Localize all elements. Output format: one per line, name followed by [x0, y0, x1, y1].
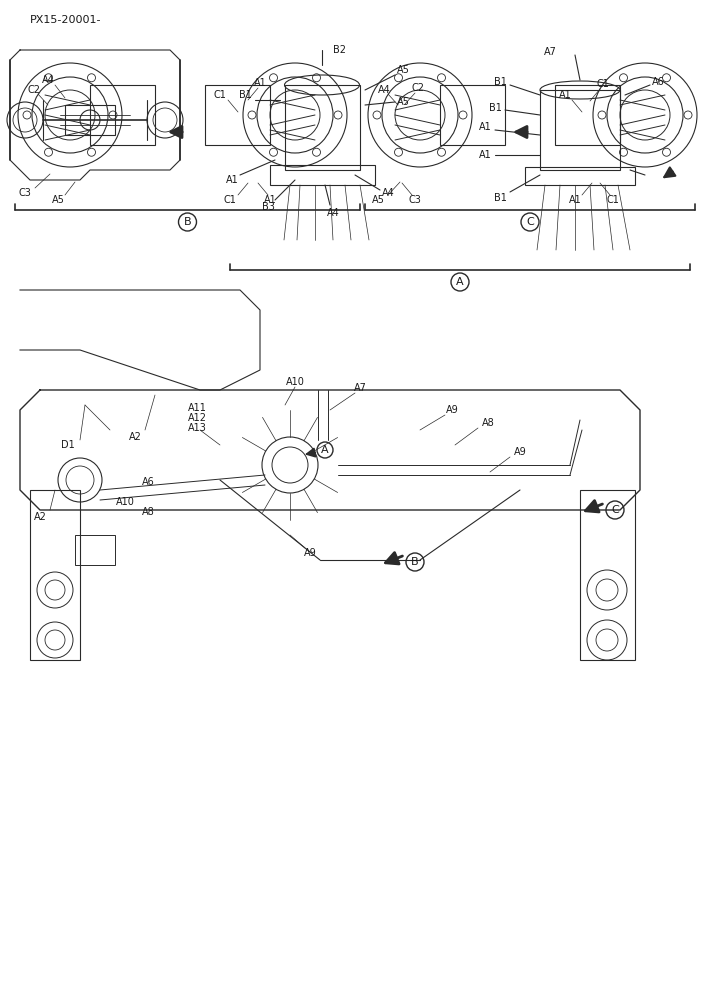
Bar — [90, 85, 155, 145]
Text: A: A — [456, 277, 464, 287]
Text: A8: A8 — [142, 507, 154, 517]
Text: A4: A4 — [327, 208, 339, 218]
Text: A6: A6 — [142, 477, 154, 487]
Text: B1: B1 — [239, 90, 251, 100]
Text: A7: A7 — [353, 383, 367, 393]
Text: C1: C1 — [607, 195, 620, 205]
Text: C3: C3 — [408, 195, 422, 205]
Text: A10: A10 — [286, 377, 304, 387]
Bar — [440, 85, 505, 145]
Text: A1: A1 — [559, 90, 572, 100]
Text: A1: A1 — [263, 195, 277, 205]
Text: C2: C2 — [412, 83, 425, 93]
Text: A5: A5 — [51, 195, 65, 205]
Text: B3: B3 — [262, 202, 275, 212]
Bar — [555, 85, 620, 145]
Text: C2: C2 — [28, 85, 41, 95]
Text: A2: A2 — [34, 512, 46, 522]
Text: PX15-20001-: PX15-20001- — [30, 15, 101, 25]
Text: A6: A6 — [652, 77, 665, 87]
Text: C1: C1 — [224, 195, 237, 205]
Text: B1: B1 — [494, 193, 506, 203]
Text: A4: A4 — [42, 75, 54, 85]
Text: C3: C3 — [18, 188, 32, 198]
Text: A2: A2 — [129, 432, 142, 442]
Text: C: C — [526, 217, 534, 227]
Text: A1: A1 — [569, 195, 582, 205]
Bar — [75, 535, 115, 565]
Text: A5: A5 — [396, 97, 410, 107]
Text: A1: A1 — [225, 175, 239, 185]
Bar — [270, 165, 375, 185]
Bar — [30, 490, 80, 660]
Text: D1: D1 — [61, 440, 75, 450]
Text: A9: A9 — [446, 405, 458, 415]
Text: C: C — [611, 505, 619, 515]
Bar — [285, 85, 360, 170]
Text: A11: A11 — [188, 403, 207, 413]
Text: A12: A12 — [188, 413, 207, 423]
Text: A5: A5 — [372, 195, 384, 205]
Bar — [580, 490, 635, 660]
Text: A9: A9 — [514, 447, 527, 457]
Text: A13: A13 — [188, 423, 207, 433]
Text: A10: A10 — [115, 497, 134, 507]
Text: A9: A9 — [303, 548, 316, 558]
Text: C1: C1 — [213, 90, 227, 100]
Text: A4: A4 — [382, 188, 394, 198]
Text: B1: B1 — [494, 77, 506, 87]
Text: B1: B1 — [489, 103, 501, 113]
Text: A7: A7 — [543, 47, 556, 57]
Text: B2: B2 — [334, 45, 346, 55]
Text: A8: A8 — [482, 418, 494, 428]
Bar — [540, 90, 620, 170]
Bar — [65, 105, 115, 135]
Bar — [525, 167, 635, 185]
Text: A1: A1 — [479, 122, 491, 132]
Text: A1: A1 — [479, 150, 491, 160]
Text: A1: A1 — [253, 78, 266, 88]
Text: A: A — [321, 445, 329, 455]
Text: A5: A5 — [396, 65, 410, 75]
Text: C1: C1 — [596, 79, 610, 89]
Text: B: B — [411, 557, 419, 567]
Text: B: B — [184, 217, 191, 227]
Text: A4: A4 — [378, 85, 391, 95]
Bar — [205, 85, 270, 145]
